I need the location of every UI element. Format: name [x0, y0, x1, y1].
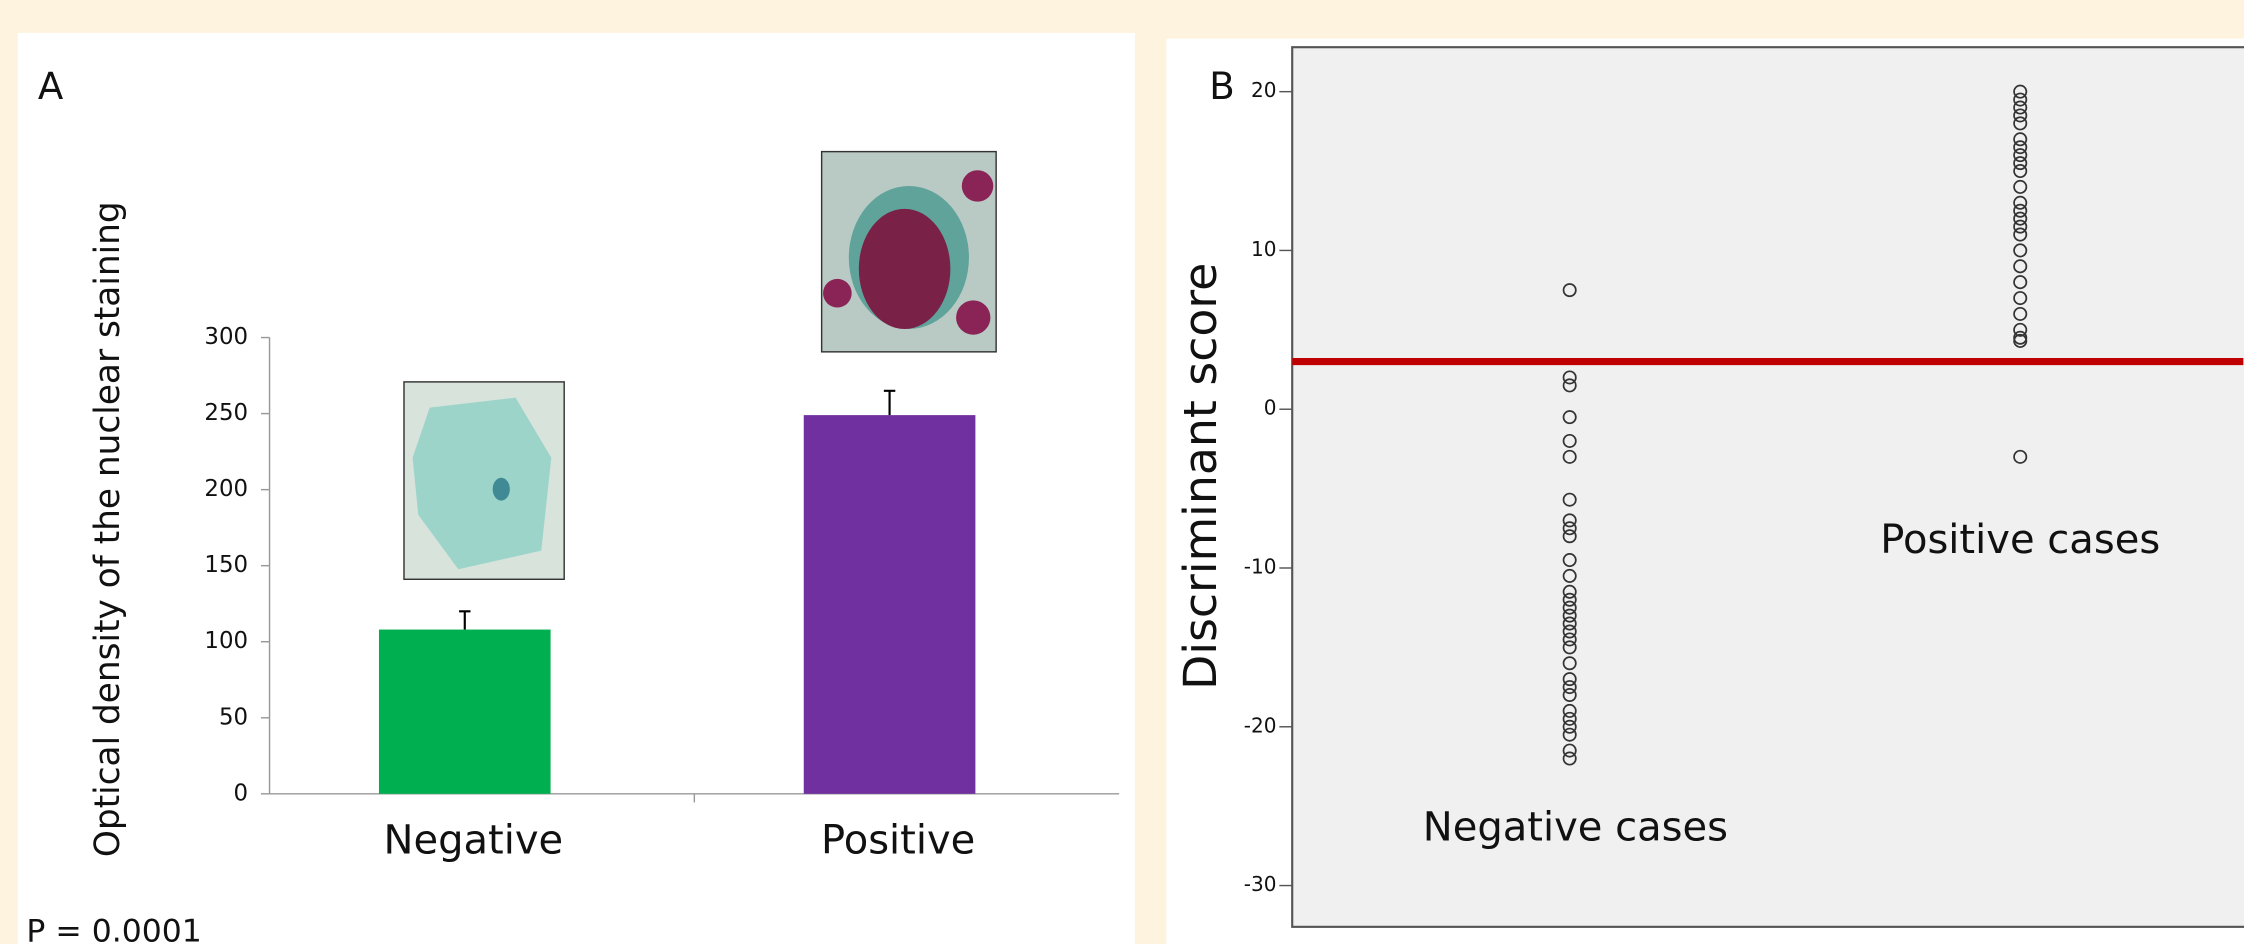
- point: [2013, 132, 2028, 147]
- bar: [803, 415, 976, 794]
- point: [1562, 751, 1577, 766]
- y-tick-label: 100: [204, 628, 248, 654]
- group-label: Negative cases: [1423, 805, 1728, 851]
- point: [1562, 521, 1577, 536]
- y-tick-label: -20: [1244, 713, 1277, 737]
- point: [1562, 672, 1577, 687]
- point: [2013, 219, 2028, 234]
- cell-image-negative: [403, 381, 565, 580]
- point: [2013, 179, 2028, 194]
- point: [2013, 333, 2028, 348]
- point: [1562, 283, 1577, 298]
- error-bar: [459, 610, 471, 630]
- point: [1562, 378, 1577, 393]
- point: [1562, 608, 1577, 623]
- point: [2013, 92, 2028, 107]
- point: [2013, 164, 2028, 179]
- cell-image-positive: [820, 150, 997, 353]
- point: [1562, 410, 1577, 425]
- x-tick-label: Negative: [384, 817, 564, 863]
- y-tick-label: -10: [1244, 554, 1277, 578]
- point: [1562, 680, 1577, 695]
- panel-label: A: [38, 64, 64, 108]
- point: [2013, 100, 2028, 115]
- point: [2013, 227, 2028, 242]
- point: [1562, 711, 1577, 726]
- point: [2013, 449, 2028, 464]
- y-axis-label: Discriminant score: [1174, 263, 1227, 690]
- point: [1562, 703, 1577, 718]
- y-tick-label: 0: [234, 780, 249, 806]
- point: [2013, 322, 2028, 337]
- point: [1562, 656, 1577, 671]
- point: [1562, 553, 1577, 568]
- point: [2013, 148, 2028, 163]
- point: [2013, 275, 2028, 290]
- point: [2013, 243, 2028, 258]
- point: [1562, 529, 1577, 544]
- point: [1562, 616, 1577, 631]
- point: [2013, 108, 2028, 123]
- point: [1562, 584, 1577, 599]
- group-label: Positive cases: [1880, 517, 2160, 563]
- point: [1562, 688, 1577, 703]
- point: [1562, 632, 1577, 647]
- point: [2013, 156, 2028, 171]
- point: [1562, 600, 1577, 615]
- bar: [378, 629, 551, 794]
- point: [1562, 640, 1577, 655]
- point: [2013, 195, 2028, 210]
- point: [2013, 291, 2028, 306]
- point: [1562, 433, 1577, 448]
- y-tick-label: -30: [1244, 872, 1277, 896]
- y-tick-label: 300: [204, 324, 248, 350]
- point: [2013, 84, 2028, 99]
- point: [2013, 306, 2028, 321]
- note: P = 0.0001: [26, 914, 201, 944]
- point: [1562, 513, 1577, 528]
- point: [1562, 568, 1577, 583]
- point: [2013, 140, 2028, 155]
- point: [2013, 203, 2028, 218]
- y-tick-label: 0: [1264, 396, 1277, 420]
- point: [2013, 116, 2028, 131]
- point: [1562, 592, 1577, 607]
- plot-area-b: [1291, 46, 2244, 928]
- y-tick-label: 250: [204, 400, 248, 426]
- error-bar: [883, 389, 896, 416]
- y-tick-label: 50: [219, 704, 248, 730]
- x-tick-label: Positive: [821, 817, 975, 863]
- y-tick-label: 150: [204, 552, 248, 578]
- y-axis-label: Optical density of the nuclear staining: [88, 201, 128, 857]
- y-tick-label: 200: [204, 476, 248, 502]
- point: [1562, 449, 1577, 464]
- y-tick-label: 20: [1251, 78, 1276, 102]
- panel-label: B: [1209, 64, 1235, 108]
- point: [1562, 370, 1577, 385]
- point: [1562, 719, 1577, 734]
- point: [1562, 743, 1577, 758]
- point: [1562, 624, 1577, 639]
- point: [2013, 211, 2028, 226]
- y-tick-label: 10: [1251, 237, 1276, 261]
- point: [1562, 727, 1577, 742]
- point: [2013, 259, 2028, 274]
- point: [1562, 492, 1577, 507]
